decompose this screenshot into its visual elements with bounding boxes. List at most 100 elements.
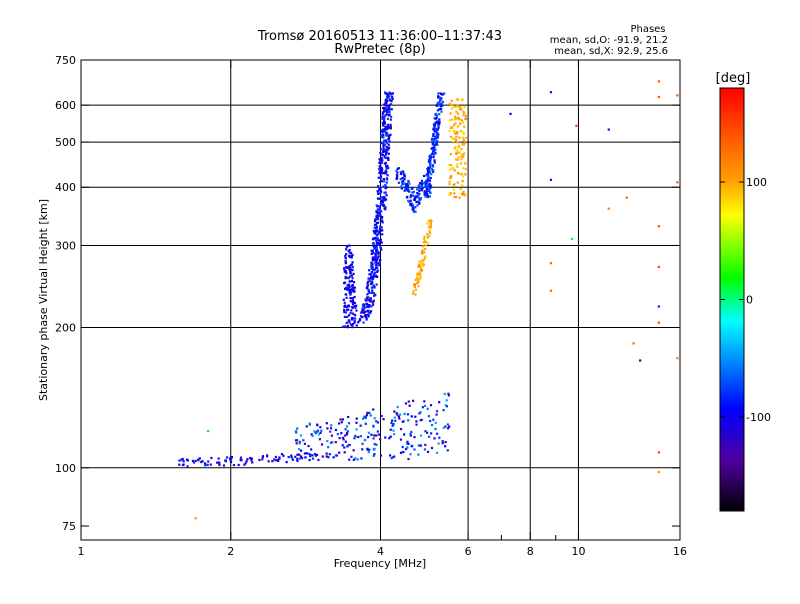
- data-point: [389, 133, 392, 136]
- data-point: [346, 430, 349, 433]
- data-point: [332, 456, 335, 459]
- data-point: [246, 458, 249, 461]
- data-point: [351, 261, 354, 264]
- data-point: [249, 456, 252, 460]
- data-point: [388, 126, 391, 129]
- data-point: [424, 195, 427, 198]
- data-point: [371, 275, 374, 279]
- data-point: [362, 303, 365, 306]
- data-point: [372, 268, 375, 272]
- data-point: [366, 448, 369, 451]
- data-point: [375, 210, 378, 213]
- data-point: [424, 443, 427, 447]
- data-point: [419, 444, 422, 447]
- data-point: [427, 172, 430, 176]
- data-point: [350, 455, 353, 458]
- data-point: [369, 300, 372, 303]
- data-point: [430, 138, 434, 142]
- data-point: [373, 245, 376, 248]
- data-point: [448, 193, 451, 196]
- data-point: [429, 222, 433, 225]
- data-point: [397, 415, 401, 418]
- data-point: [430, 432, 433, 435]
- data-point: [303, 452, 306, 455]
- data-point: [427, 159, 431, 162]
- data-point: [433, 151, 436, 154]
- data-point: [424, 185, 427, 188]
- data-point: [443, 392, 446, 396]
- data-point: [182, 460, 185, 463]
- data-point: [384, 187, 387, 190]
- data-point: [456, 141, 459, 144]
- data-point: [385, 125, 388, 129]
- data-point: [441, 100, 445, 104]
- data-point: [464, 167, 467, 171]
- data-point: [383, 128, 386, 131]
- data-point: [352, 458, 355, 461]
- data-point: [455, 138, 458, 142]
- data-point: [351, 325, 354, 328]
- data-point: [376, 190, 379, 193]
- data-point: [345, 286, 348, 289]
- data-point: [372, 284, 375, 287]
- data-point: [399, 178, 402, 181]
- data-point: [304, 456, 307, 459]
- data-point: [464, 193, 467, 196]
- data-point: [367, 431, 370, 434]
- data-point: [549, 262, 553, 265]
- data-point: [402, 179, 405, 183]
- data-point: [381, 150, 385, 153]
- data-point: [379, 196, 382, 199]
- data-point: [395, 169, 398, 172]
- data-point: [462, 175, 465, 178]
- data-point: [432, 127, 435, 130]
- data-point: [217, 457, 220, 460]
- data-point: [434, 135, 437, 138]
- data-point: [414, 206, 417, 209]
- data-point: [345, 245, 349, 248]
- data-point: [379, 246, 382, 249]
- data-point: [357, 321, 360, 324]
- data-point: [449, 168, 452, 171]
- data-point: [417, 278, 420, 281]
- data-point: [340, 432, 343, 435]
- data-point: [441, 442, 444, 445]
- phase-info-heading: Phases: [630, 24, 665, 35]
- data-point: [399, 413, 402, 416]
- data-point: [381, 201, 385, 204]
- data-point: [407, 458, 410, 461]
- data-point: [351, 268, 354, 272]
- data-point: [376, 430, 379, 433]
- data-point: [371, 249, 374, 252]
- data-point: [371, 282, 374, 285]
- data-point: [197, 458, 200, 461]
- data-point: [455, 135, 458, 138]
- data-point: [424, 404, 427, 407]
- data-point: [373, 268, 376, 271]
- data-point: [178, 459, 181, 462]
- data-point: [384, 153, 388, 156]
- data-point: [317, 458, 320, 462]
- data-point: [349, 293, 352, 296]
- data-point: [350, 251, 353, 255]
- data-point: [382, 418, 385, 421]
- data-point: [399, 427, 403, 431]
- data-point: [294, 430, 298, 433]
- data-point: [449, 191, 452, 195]
- data-point: [378, 239, 381, 242]
- data-point: [348, 251, 351, 254]
- data-point: [335, 454, 338, 457]
- data-point: [385, 104, 388, 107]
- data-point: [438, 436, 441, 439]
- data-point: [449, 153, 453, 156]
- data-point: [384, 183, 387, 187]
- data-point: [359, 424, 362, 427]
- data-point: [427, 160, 431, 164]
- data-point: [379, 438, 382, 441]
- data-point: [420, 418, 423, 421]
- data-point: [362, 304, 365, 308]
- data-point: [380, 172, 383, 175]
- data-point: [383, 122, 387, 125]
- data-point: [355, 304, 358, 307]
- data-point: [380, 134, 383, 137]
